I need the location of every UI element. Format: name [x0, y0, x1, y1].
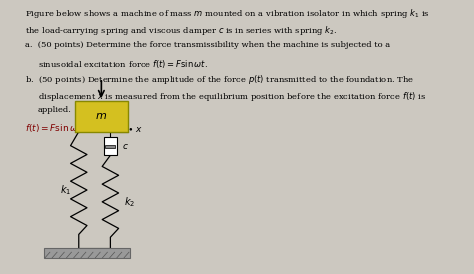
Text: the load-carrying spring and viscous damper $c$ is in series with spring $k_2$.: the load-carrying spring and viscous dam…: [26, 24, 337, 37]
Text: $k_1$: $k_1$: [60, 183, 71, 197]
Text: Figure below shows a machine of mass $m$ mounted on a vibration isolator in whic: Figure below shows a machine of mass $m$…: [26, 7, 430, 20]
Bar: [75, 101, 128, 132]
Text: $m$: $m$: [95, 111, 108, 121]
Text: $f(t) = F\sin\omega t$: $f(t) = F\sin\omega t$: [26, 122, 83, 134]
Text: b.  (50 points) Determine the amplitude of the force $p(t)$ transmitted to the f: b. (50 points) Determine the amplitude o…: [26, 73, 415, 86]
Text: displacement $x$ is measured from the equilibrium position before the excitation: displacement $x$ is measured from the eq…: [38, 90, 426, 103]
Bar: [104, 137, 117, 155]
Bar: [44, 249, 130, 258]
Text: sinusoidal excitation force $f(t) = F\sin\omega t$.: sinusoidal excitation force $f(t) = F\si…: [38, 58, 208, 70]
Text: $\bullet\ x$: $\bullet\ x$: [127, 125, 143, 134]
Text: $k_2$: $k_2$: [124, 195, 135, 209]
Text: applied.: applied.: [38, 106, 72, 114]
Bar: [105, 145, 115, 148]
Text: a.  (50 points) Determine the force transmissibility when the machine is subject: a. (50 points) Determine the force trans…: [26, 41, 391, 49]
Text: $c$: $c$: [122, 142, 129, 151]
